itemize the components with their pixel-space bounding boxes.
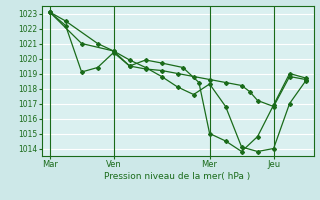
X-axis label: Pression niveau de la mer( hPa ): Pression niveau de la mer( hPa ) [104, 172, 251, 181]
